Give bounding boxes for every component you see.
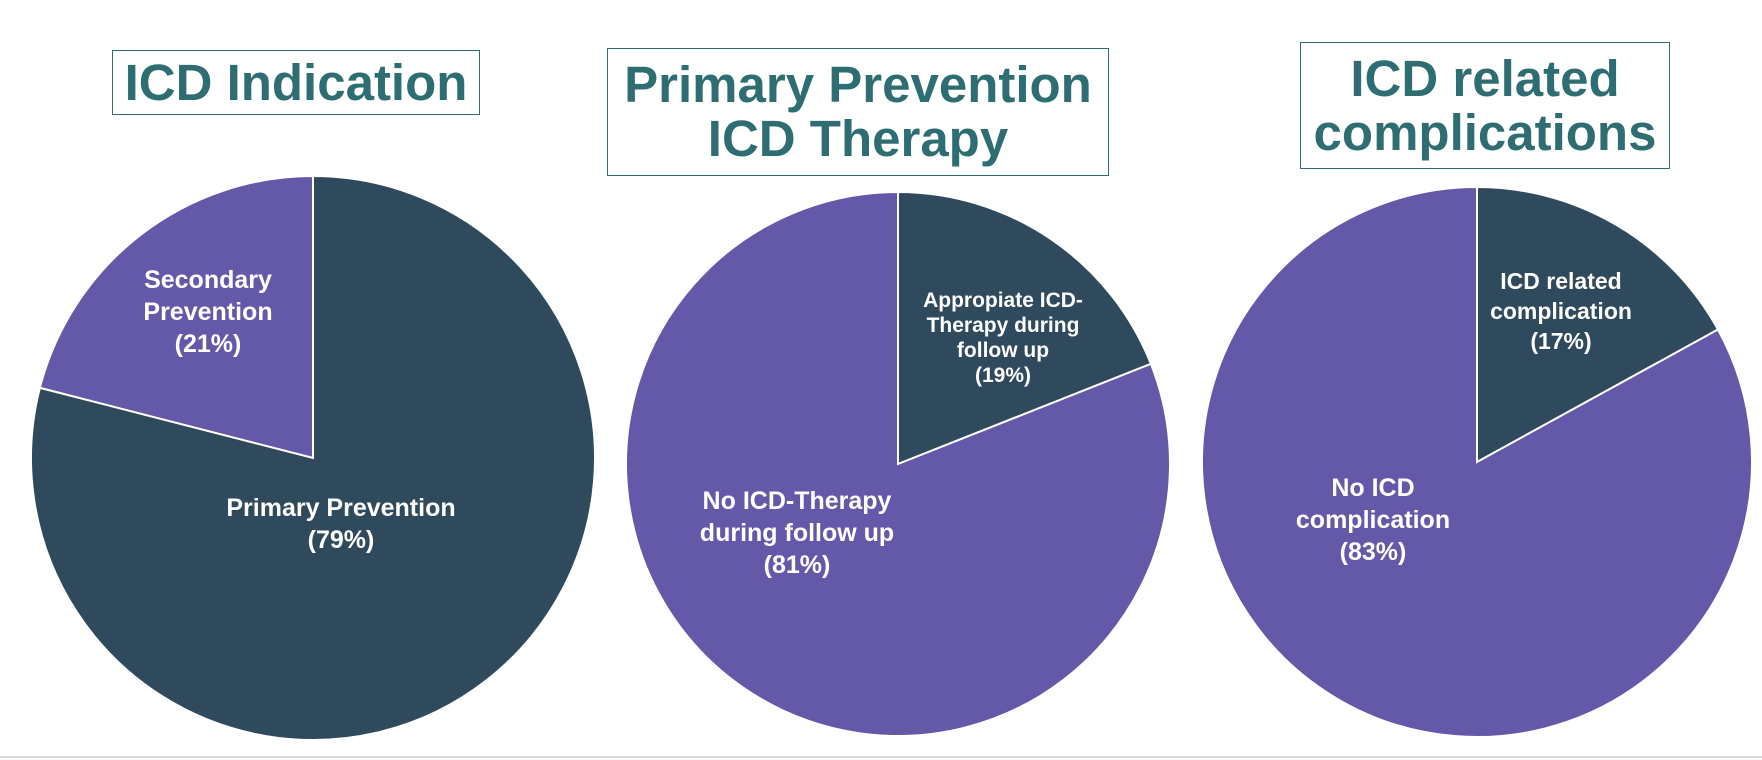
slice-label-line: complication	[1490, 298, 1632, 324]
slice-label: No ICD complication (83%)	[1296, 474, 1450, 566]
slice-label-line: Appropiate ICD-	[923, 289, 1083, 312]
slice-label: ICD related complication (17%)	[1490, 268, 1632, 354]
chart-title-icd-complications: ICD related complications	[1300, 42, 1670, 169]
chart-title-line: Primary Prevention	[624, 56, 1092, 114]
slice-label-line: during follow up	[700, 519, 894, 547]
slice-label-line: (17%)	[1530, 328, 1591, 354]
slice-label-line: Secondary	[144, 266, 272, 294]
slice-label-line: Therapy during	[927, 314, 1080, 337]
chart-title-line: ICD related	[1350, 49, 1620, 107]
slice-label-line: follow up	[957, 339, 1049, 362]
slice-label: Primary Prevention (79%)	[226, 494, 455, 554]
slice-label: Secondary Prevention (21%)	[143, 266, 272, 358]
chart-title-line: ICD Indication	[124, 53, 468, 111]
chart-title-primary-prevention-therapy: Primary Prevention ICD Therapy	[607, 48, 1109, 176]
pie-slice	[1201, 185, 1753, 738]
chart-title-icd-indication: ICD Indication	[112, 50, 480, 115]
bottom-divider	[0, 756, 1762, 758]
slice-label-line: No ICD	[1331, 474, 1414, 502]
pie-chart-2: Appropiate ICD-Therapy during follow up (1…	[625, 190, 1171, 737]
pie-slice	[38, 174, 314, 460]
slice-label-line: (19%)	[975, 364, 1031, 387]
slice-label-line: (79%)	[308, 526, 375, 554]
slice-label-line: No ICD-Therapy	[703, 487, 892, 515]
pie-slice	[30, 174, 596, 741]
pie-chart-3: ICD related complication (17%) No ICD compli…	[1201, 185, 1753, 738]
slice-label-line: Primary Prevention	[226, 494, 455, 522]
slice-label: No ICD-Therapy during follow up (81%)	[700, 487, 894, 579]
slice-label-line: (21%)	[175, 330, 242, 358]
slice-label-line: complication	[1296, 506, 1450, 534]
slice-label-line: (83%)	[1340, 538, 1407, 566]
slice-label: Appropiate ICD-Therapy during follow up (1…	[923, 289, 1083, 387]
pie-chart-1: Secondary Prevention (21%) Primary Preventi…	[30, 174, 596, 741]
pie-slice	[897, 190, 1153, 466]
chart-title-line: complications	[1313, 103, 1657, 161]
slice-label-line: ICD related	[1500, 268, 1621, 294]
chart-title-line: ICD Therapy	[707, 110, 1009, 167]
pie-slice	[1476, 185, 1720, 464]
slice-label-line: Prevention	[143, 298, 272, 326]
slice-label-line: (81%)	[764, 551, 831, 579]
pie-slice	[625, 190, 1171, 737]
